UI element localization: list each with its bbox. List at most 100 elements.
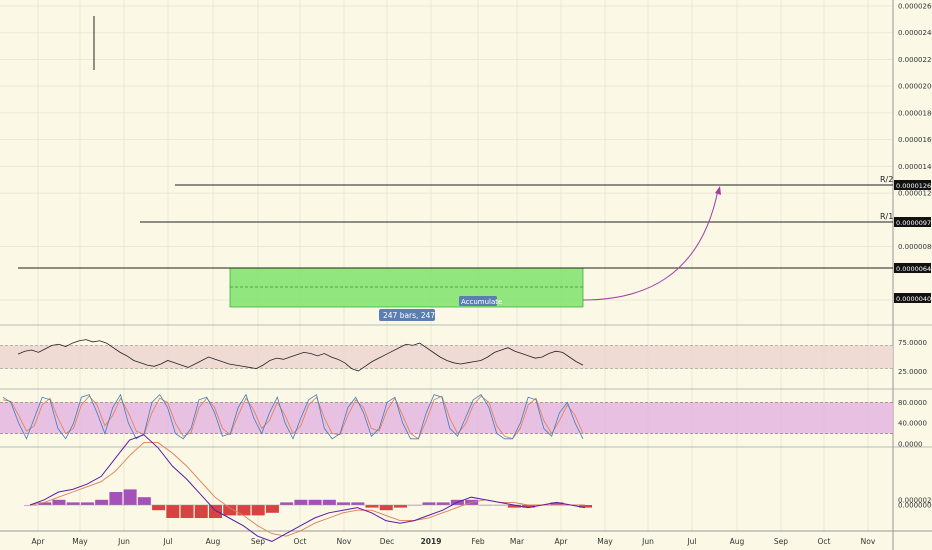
price-tick-5: 0.00001600: [898, 136, 932, 144]
macd-panel: [24, 434, 592, 542]
level-tag-bg-0: [894, 180, 931, 190]
horizontal-levels: R/2 R/1: [18, 175, 893, 269]
accumulation-range[interactable]: [229, 267, 584, 308]
level-price-tags: 0.00001260 0.00000976 0.00000645 0.00000407: [894, 180, 932, 303]
macd-hist-1: [38, 502, 52, 505]
month-label-16: Aug: [730, 537, 745, 546]
level-tag-text-1: 0.00000976: [896, 219, 932, 227]
level-tag-bg-1: [894, 217, 931, 227]
month-label-15: Jul: [686, 537, 696, 546]
macd-hist-28: [422, 502, 436, 505]
month-label-19: Nov: [861, 537, 876, 546]
rsi-tick-0: 75.0000: [898, 339, 927, 347]
range-measure-label: 247 bars, 247d: [379, 309, 440, 321]
macd-main-line: [29, 434, 586, 542]
month-label-18: Oct: [818, 537, 831, 546]
macd-hist-14: [223, 505, 237, 516]
macd-tick-0: 0.00000200: [898, 496, 932, 504]
current-price-text: 0.00000407: [896, 295, 932, 303]
level-tag-text-0: 0.00001260: [896, 182, 932, 190]
macd-hist-23: [351, 502, 365, 505]
macd-hist-11: [180, 505, 194, 518]
stoch-band: [0, 402, 893, 434]
macd-hist-18: [280, 502, 294, 505]
projection-arrowhead: [715, 186, 721, 195]
price-tick-2: 0.00002200: [898, 56, 932, 64]
macd-hist-20: [308, 499, 322, 505]
macd-hist-35: [522, 505, 536, 508]
price-tick-3: 0.00002000: [898, 83, 932, 91]
stoch-tick-2: 0.0000: [898, 441, 923, 449]
macd-hist-2: [52, 499, 66, 505]
grid: [0, 0, 893, 531]
level-tag-bg-2: [894, 263, 931, 273]
month-label-13: May: [597, 537, 613, 546]
accumulate-text: Accumulate: [461, 298, 502, 306]
macd-hist-19: [294, 499, 308, 505]
month-label-6: Oct: [294, 537, 307, 546]
price-tick-0: 0.00002600: [898, 3, 932, 11]
price-tick-1: 0.00002400: [898, 29, 932, 37]
month-label-8: Dec: [380, 537, 395, 546]
accumulation-box[interactable]: [229, 267, 584, 308]
stoch-tick-0: 80.0000: [898, 399, 927, 407]
macd-hist-7: [123, 489, 137, 505]
macd-hist-26: [394, 505, 407, 508]
rsi-panel: [0, 339, 893, 372]
macd-hist-24: [365, 505, 379, 508]
month-label-3: Jul: [162, 537, 172, 546]
macd-hist-9: [152, 505, 166, 511]
macd-hist-13: [209, 505, 222, 518]
month-label-4: Aug: [206, 537, 221, 546]
macd-hist-39: [579, 505, 592, 508]
stoch-d-line: [2, 395, 584, 440]
macd-hist-25: [379, 505, 393, 511]
month-label-0: Apr: [32, 537, 46, 546]
range-measure-badge: [379, 309, 435, 321]
rsi-band: [0, 345, 893, 369]
rsi-tick-1: 25.0000: [898, 368, 927, 376]
month-label-5: Sep: [251, 537, 265, 546]
macd-hist-4: [80, 502, 94, 505]
macd-hist-6: [109, 492, 123, 505]
macd-hist-37: [550, 502, 564, 505]
accumulate-badge: [459, 296, 497, 306]
rsi-line: [17, 339, 584, 372]
macd-hist-5: [95, 499, 109, 505]
month-label-2: Jun: [117, 537, 130, 546]
stoch-k-line: [2, 393, 584, 440]
macd-hist-17: [265, 505, 279, 513]
time-axis: Apr May Jun Jul Aug Sep Oct Nov Dec 2019 Feb Mar Apr…: [32, 537, 876, 546]
macd-hist-29: [436, 502, 450, 505]
month-label-14: Jun: [641, 537, 654, 546]
projection-curve[interactable]: [582, 189, 719, 301]
level-tag-text-2: 0.00000645: [896, 265, 932, 273]
range-measure-text: 247 bars, 247d: [383, 311, 440, 320]
price-tick-4: 0.00001800: [898, 109, 932, 117]
candlestick-series: [93, 16, 95, 70]
macd-hist-34: [507, 505, 521, 508]
level-label-0: R/2: [880, 175, 893, 184]
month-label-12: Apr: [555, 537, 569, 546]
macd-hist-12: [194, 505, 208, 518]
price-tick-6: 0.00001400: [898, 163, 932, 171]
macd-hist-21: [322, 499, 336, 505]
level-label-1: R/1: [880, 212, 893, 221]
price-tick-8: 0.00000800: [898, 243, 932, 251]
stochastic-panel: [0, 393, 893, 440]
month-label-9: 2019: [421, 537, 442, 546]
accumulate-label: Accumulate: [459, 296, 502, 306]
current-price-bg: [894, 293, 931, 303]
month-label-17: Sep: [774, 537, 788, 546]
month-label-11: Mar: [510, 537, 525, 546]
macd-hist-8: [137, 497, 151, 505]
month-label-1: May: [72, 537, 88, 546]
month-label-10: Feb: [471, 537, 485, 546]
macd-hist-16: [251, 505, 265, 516]
macd-hist-3: [66, 502, 80, 505]
macd-hist-15: [237, 505, 251, 516]
month-label-7: Nov: [337, 537, 352, 546]
macd-tick-1: 0.00000000: [898, 502, 932, 510]
price-axis: 0.00002600 0.00002400 0.00002200 0.00002000…: [898, 3, 932, 510]
